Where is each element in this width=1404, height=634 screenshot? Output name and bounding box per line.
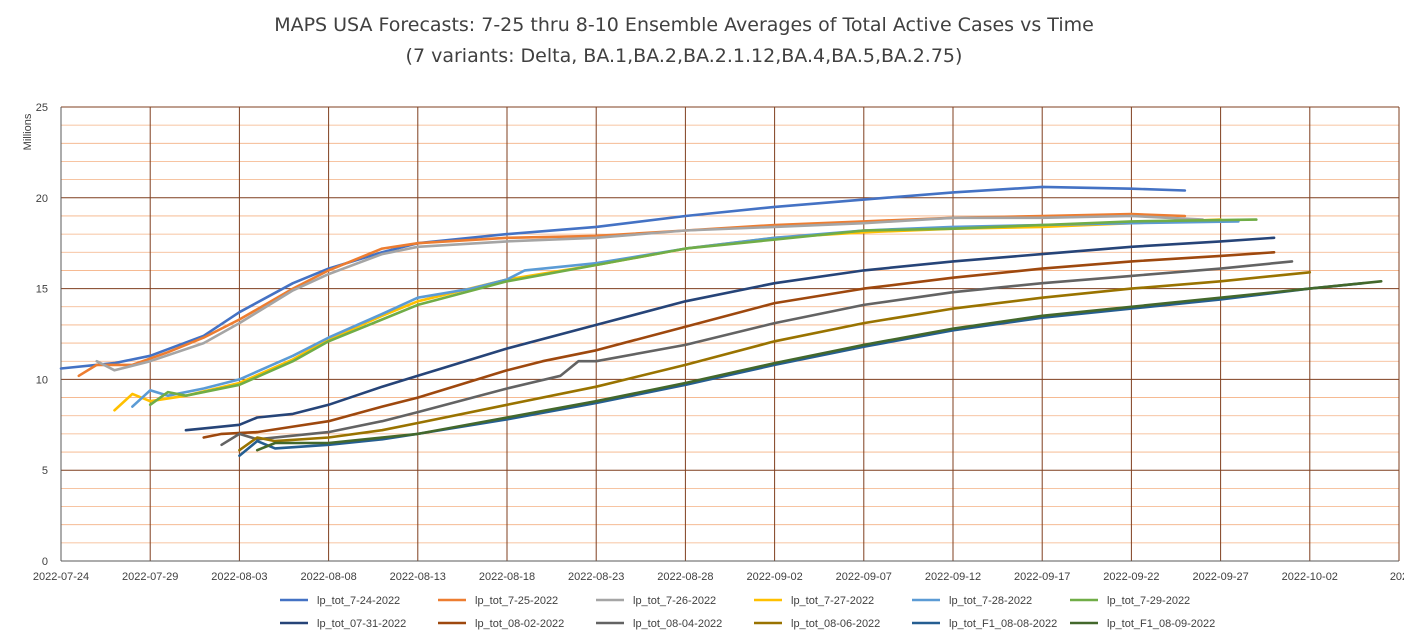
x-tick-label: 2022-09-22 — [1103, 571, 1159, 583]
series-line-lp_tot_7-29-2022 — [148, 218, 1258, 407]
series-line-lp_tot_7-24-2022 — [59, 185, 1187, 370]
x-tick-label: 2022-08-13 — [390, 571, 446, 583]
series-line-lp_tot_7-28-2022 — [131, 220, 1240, 408]
legend-item: lp_tot_08-04-2022 — [596, 618, 722, 630]
series-lines — [59, 185, 1383, 458]
x-tick-label: 2022-08-23 — [568, 571, 624, 583]
y-axis-unit-label: Millions — [22, 113, 34, 150]
legend-item: lp_tot_7-27-2022 — [754, 595, 874, 607]
x-tick-label: 202 — [1390, 571, 1404, 583]
legend-item: lp_tot_7-28-2022 — [912, 595, 1032, 607]
plot-grid — [60, 106, 1400, 562]
series-line-lp_tot_F1_08-08-2022 — [238, 281, 1365, 458]
x-tick-label: 2022-09-17 — [1014, 571, 1070, 583]
x-tick-label: 2022-07-29 — [122, 571, 178, 583]
legend-label: lp_tot_7-25-2022 — [475, 595, 558, 607]
y-tick-label: 5 — [42, 465, 48, 477]
chart-title: MAPS USA Forecasts: 7-25 thru 8-10 Ensem… — [274, 14, 1094, 36]
legend-item: lp_tot_F1_08-09-2022 — [1070, 618, 1215, 630]
legend-label: lp_tot_7-26-2022 — [633, 595, 716, 607]
x-tick-label: 2022-09-27 — [1192, 571, 1248, 583]
y-tick-label: 25 — [36, 102, 48, 114]
legend-label: lp_tot_08-02-2022 — [475, 618, 564, 630]
y-tick-label: 20 — [36, 193, 48, 205]
x-tick-label: 2022-07-24 — [33, 571, 89, 583]
legend-label: lp_tot_07-31-2022 — [317, 618, 406, 630]
legend-item: lp_tot_F1_08-08-2022 — [912, 618, 1057, 630]
legend-label: lp_tot_08-04-2022 — [633, 618, 722, 630]
legend: lp_tot_7-24-2022 lp_tot_7-25-2022 lp_tot_7… — [280, 595, 1215, 630]
legend-label: lp_tot_F1_08-09-2022 — [1107, 618, 1215, 630]
series-line-lp_tot_08-06-2022 — [238, 270, 1312, 452]
legend-item: lp_tot_7-29-2022 — [1070, 595, 1190, 607]
x-tick-label: 2022-09-12 — [925, 571, 981, 583]
y-axis-ticks: 0 5 10 15 20 25 — [36, 102, 48, 568]
series-line-lp_tot_07-31-2022 — [184, 236, 1276, 432]
legend-item: lp_tot_07-31-2022 — [280, 618, 406, 630]
legend-label: lp_tot_08-06-2022 — [791, 618, 880, 630]
x-tick-label: 2022-08-28 — [657, 571, 713, 583]
legend-item: lp_tot_7-24-2022 — [280, 595, 400, 607]
series-line-lp_tot_08-02-2022 — [202, 251, 1276, 439]
legend-label: lp_tot_7-27-2022 — [791, 595, 874, 607]
series-line-lp_tot_F1_08-09-2022 — [255, 279, 1383, 452]
legend-label: lp_tot_7-24-2022 — [317, 595, 400, 607]
legend-label: lp_tot_F1_08-08-2022 — [949, 618, 1057, 630]
y-tick-label: 10 — [36, 374, 48, 386]
x-tick-label: 2022-08-08 — [300, 571, 356, 583]
legend-label: lp_tot_7-29-2022 — [1107, 595, 1190, 607]
chart-subtitle: (7 variants: Delta, BA.1,BA.2,BA.2.1.12,… — [406, 45, 963, 67]
legend-item: lp_tot_7-26-2022 — [596, 595, 716, 607]
y-tick-label: 15 — [36, 284, 48, 296]
legend-item: lp_tot_08-06-2022 — [754, 618, 880, 630]
x-axis-ticks: 2022-07-24 2022-07-29 2022-08-03 2022-08-08… — [33, 571, 1404, 583]
x-tick-label: 2022-09-07 — [836, 571, 892, 583]
legend-item: lp_tot_7-25-2022 — [438, 595, 558, 607]
legend-label: lp_tot_7-28-2022 — [949, 595, 1032, 607]
x-tick-label: 2022-09-02 — [746, 571, 802, 583]
series-line-lp_tot_08-04-2022 — [220, 260, 1294, 447]
y-tick-label: 0 — [42, 556, 48, 568]
x-tick-label: 2022-08-03 — [211, 571, 267, 583]
legend-item: lp_tot_08-02-2022 — [438, 618, 564, 630]
x-tick-label: 2022-10-02 — [1282, 571, 1338, 583]
x-tick-label: 2022-08-18 — [479, 571, 535, 583]
series-line-lp_tot_7-26-2022 — [95, 214, 1205, 372]
